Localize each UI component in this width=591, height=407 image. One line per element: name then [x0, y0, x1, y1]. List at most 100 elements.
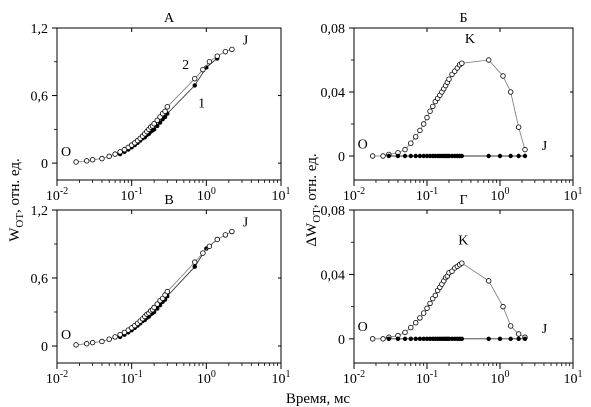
data-point [162, 108, 168, 115]
data-point [459, 260, 465, 266]
annotation-label: K [458, 234, 468, 249]
annotation-label: 1 [198, 96, 205, 111]
data-point [522, 336, 528, 342]
x-tick-label: 101 [272, 369, 291, 387]
data-point [117, 331, 123, 338]
data-point [412, 320, 419, 326]
data-point [417, 336, 423, 342]
data-point [84, 158, 90, 164]
data-point [485, 57, 492, 63]
data-point [369, 336, 376, 342]
panel-title: В [164, 193, 173, 208]
x-tick-label: 10-2 [46, 369, 68, 387]
plot-frame [56, 27, 282, 181]
data-point [430, 103, 436, 110]
y-tick-label: 0,08 [321, 204, 346, 219]
data-point [200, 250, 206, 256]
data-point [516, 336, 521, 342]
annotation-label: O [61, 145, 71, 160]
y-tick-label: 0 [41, 157, 48, 172]
panels: А 10-2 10-1 100 101 0 0,6 1,2 O J 1 2 Б 10-2 10-1 100 10… [31, 11, 583, 387]
y-tick-label: 0,04 [321, 268, 346, 283]
data-point [417, 153, 423, 159]
data-point [229, 46, 235, 53]
y-tick-label: 0,08 [321, 22, 346, 37]
plot-frame [353, 209, 574, 364]
data-point [73, 342, 79, 348]
data-point [214, 53, 220, 59]
annotation-label: J [542, 139, 548, 154]
data-point [508, 336, 513, 342]
x-tick-label: 101 [564, 186, 583, 204]
series-2 [73, 46, 235, 165]
x-tick-label: 101 [564, 369, 583, 387]
data-point [192, 264, 197, 269]
x-tick-label: 100 [197, 369, 216, 387]
data-point [229, 228, 235, 235]
data-point [486, 153, 491, 159]
panel-4: Г 10-2 10-1 100 101 0 0,04 0,08 O K J [321, 193, 583, 387]
annotation-label: O [358, 137, 368, 152]
data-point [522, 146, 528, 153]
annotation-label: O [61, 328, 71, 343]
data-point [214, 236, 220, 243]
data-point [424, 114, 430, 121]
x-axis-label: Время, мс [286, 391, 351, 407]
data-point [154, 117, 160, 124]
data-point [402, 336, 408, 342]
data-point [427, 108, 433, 114]
data-point [515, 331, 522, 337]
data-point [500, 303, 506, 310]
data-point [424, 305, 430, 311]
y-tick-label: 0 [338, 150, 345, 165]
data-point [402, 329, 408, 336]
panel-title: Б [459, 11, 467, 26]
data-point [446, 336, 452, 342]
x-tick-label: 10-1 [120, 369, 142, 387]
annotation-label: J [243, 34, 249, 49]
data-point [73, 159, 79, 165]
data-point [395, 153, 401, 159]
data-point [446, 76, 452, 82]
series-1 [369, 260, 528, 342]
x-tick-label: 101 [272, 186, 291, 204]
annotation-label: O [358, 320, 368, 335]
panel-2: Б 10-2 10-1 100 101 0 0,04 0,08 O K J [321, 11, 583, 204]
y-axis-label-left: WOT, отн. ед. [7, 158, 26, 242]
data-point [402, 153, 408, 159]
data-point [507, 323, 514, 329]
x-tick-label: 100 [491, 186, 510, 204]
data-point [164, 288, 170, 295]
data-point [121, 329, 128, 336]
y-axis-label-text: ΔWOT, отн. ед. [304, 153, 323, 246]
data-point [515, 124, 522, 130]
data-point [200, 66, 206, 73]
y-tick-label: 0,6 [31, 90, 49, 105]
annotation-label: K [465, 32, 475, 47]
data-point [516, 153, 521, 159]
data-point [99, 155, 105, 162]
data-point [508, 153, 513, 159]
data-point [206, 243, 213, 249]
data-point [413, 153, 418, 159]
data-point [408, 336, 414, 342]
data-point [192, 83, 197, 88]
series-2 [386, 153, 528, 159]
data-point [121, 146, 128, 153]
x-tick-label: 10-2 [343, 186, 365, 204]
data-point [106, 153, 112, 160]
data-point [99, 338, 105, 345]
data-point [413, 336, 418, 342]
data-point [222, 48, 229, 55]
y-tick-label: 0 [338, 333, 345, 348]
y-tick-label: 1,2 [31, 204, 49, 219]
data-point [417, 315, 423, 321]
data-point [106, 336, 112, 342]
y-axis-label-text: WOT, отн. ед. [7, 158, 26, 242]
x-tick-label: 100 [491, 369, 510, 387]
y-axis-label-right: ΔWOT, отн. ед. [304, 153, 323, 246]
data-point [192, 259, 198, 265]
data-point [112, 151, 118, 157]
data-point [154, 301, 160, 307]
